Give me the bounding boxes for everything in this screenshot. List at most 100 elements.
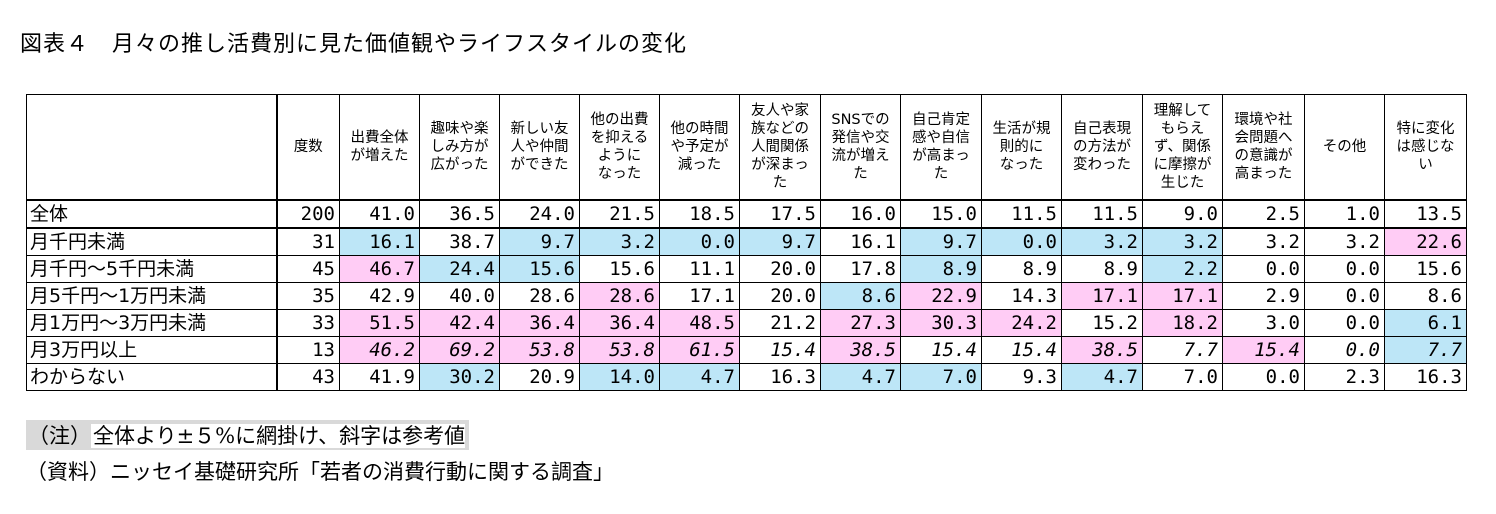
column-header: 環境や社 会問題へ の意識が 高まった (1222, 94, 1305, 201)
value-cell: 61.5 (659, 336, 740, 364)
column-header: 特に変化 は感じない (1384, 94, 1467, 201)
value-cell: 20.0 (739, 255, 821, 283)
value-cell: 3.2 (1142, 227, 1223, 256)
table-row: 月3万円以上 13 46.2 69.2 53.8 53.8 61.5 15.4 38.5 15.4… (26, 336, 1467, 364)
value-cell: 8.9 (1061, 255, 1143, 283)
value-cell: 40.0 (419, 282, 500, 310)
row-label: 月千円未満 (26, 227, 278, 256)
value-cell: 27.3 (820, 309, 901, 337)
value-cell: 11.1 (659, 255, 740, 283)
table-row: 月5千円～1万円未満 35 42.9 40.0 28.6 28.6 17.1 20.0 8.6 2… (26, 282, 1467, 310)
value-cell: 3.0 (1222, 309, 1305, 337)
value-cell: 21.2 (739, 309, 821, 337)
row-label: わからない (26, 363, 278, 391)
value-cell: 41.9 (339, 363, 420, 391)
value-cell: 8.9 (900, 255, 982, 283)
value-cell: 7.7 (1142, 336, 1223, 364)
value-cell: 38.5 (820, 336, 901, 364)
value-cell: 9.7 (900, 227, 982, 256)
count-cell: 43 (276, 363, 340, 391)
value-cell: 0.0 (981, 227, 1062, 256)
value-cell: 53.8 (499, 336, 580, 364)
value-cell: 46.7 (339, 255, 420, 283)
value-cell: 8.6 (1384, 282, 1467, 310)
column-header: 度数 (276, 94, 340, 201)
value-cell: 14.0 (579, 363, 660, 391)
value-cell: 17.1 (1142, 282, 1223, 310)
table-row: 全体 200 41.0 36.5 24.0 21.5 18.5 17.5 16.0 15.0 11.… (26, 199, 1467, 229)
value-cell: 15.6 (579, 255, 660, 283)
value-cell: 4.7 (659, 363, 740, 391)
count-cell: 33 (276, 309, 340, 337)
value-cell: 18.5 (659, 199, 740, 229)
value-cell: 1.0 (1304, 199, 1385, 229)
value-cell: 6.1 (1384, 309, 1467, 337)
value-cell: 16.1 (820, 227, 901, 256)
row-label: 全体 (26, 199, 278, 229)
value-cell: 8.9 (981, 255, 1062, 283)
row-label: 月1万円～3万円未満 (26, 309, 278, 337)
table-row: わからない 43 41.9 30.2 20.9 14.0 4.7 16.3 4.7 7.0 9.3 4… (26, 363, 1467, 391)
value-cell: 22.6 (1384, 227, 1467, 256)
value-cell: 2.3 (1304, 363, 1385, 391)
value-cell: 24.0 (499, 199, 580, 229)
value-cell: 0.0 (1304, 309, 1385, 337)
count-cell: 13 (276, 336, 340, 364)
value-cell: 48.5 (659, 309, 740, 337)
value-cell: 9.3 (981, 363, 1062, 391)
value-cell: 0.0 (1304, 336, 1385, 364)
value-cell: 30.3 (900, 309, 982, 337)
count-cell: 200 (276, 199, 340, 229)
value-cell: 36.4 (579, 309, 660, 337)
value-cell: 15.4 (1222, 336, 1305, 364)
value-cell: 15.4 (981, 336, 1062, 364)
value-cell: 20.9 (499, 363, 580, 391)
row-label: 月千円～5千円未満 (26, 255, 278, 283)
count-cell: 31 (276, 227, 340, 256)
value-cell: 36.4 (499, 309, 580, 337)
value-cell: 15.0 (900, 199, 982, 229)
value-cell: 42.4 (419, 309, 500, 337)
value-cell: 4.7 (1061, 363, 1143, 391)
value-cell: 0.0 (1304, 282, 1385, 310)
value-cell: 0.0 (1222, 363, 1305, 391)
value-cell: 42.9 (339, 282, 420, 310)
value-cell: 16.3 (739, 363, 821, 391)
column-header: 友人や家 族などの 人間関係 が深まった (739, 94, 821, 201)
value-cell: 28.6 (499, 282, 580, 310)
value-cell: 69.2 (419, 336, 500, 364)
value-cell: 4.7 (820, 363, 901, 391)
value-cell: 16.3 (1384, 363, 1467, 391)
column-header: 生活が規 則的に なった (981, 94, 1062, 201)
value-cell: 24.4 (419, 255, 500, 283)
column-header: 出費全体 が増えた (339, 94, 420, 201)
column-header: 他の時間 や予定が 減った (659, 94, 740, 201)
value-cell: 11.5 (1061, 199, 1143, 229)
value-cell: 15.2 (1061, 309, 1143, 337)
value-cell: 0.0 (1304, 255, 1385, 283)
data-table: 度数 出費全体 が増えた 趣味や楽 しみ方が 広がった 新しい友 人や仲間 ができた 他の出費 を抑… (26, 94, 1467, 391)
value-cell: 0.0 (1222, 255, 1305, 283)
value-cell: 18.2 (1142, 309, 1223, 337)
header-blank-cell (26, 94, 278, 201)
column-header: 自己表現 の方法が 変わった (1061, 94, 1143, 201)
row-label: 月5千円～1万円未満 (26, 282, 278, 310)
value-cell: 15.4 (900, 336, 982, 364)
count-cell: 35 (276, 282, 340, 310)
value-cell: 38.5 (1061, 336, 1143, 364)
value-cell: 17.8 (820, 255, 901, 283)
value-cell: 38.7 (419, 227, 500, 256)
column-header: SNSでの 発信や交 流が増えた (820, 94, 901, 201)
value-cell: 11.5 (981, 199, 1062, 229)
column-header: その他 (1304, 94, 1385, 201)
value-cell: 15.4 (739, 336, 821, 364)
value-cell: 8.6 (820, 282, 901, 310)
table-row: 月千円～5千円未満 45 46.7 24.4 15.6 15.6 11.1 20.0 17.8 8… (26, 255, 1467, 283)
value-cell: 15.6 (499, 255, 580, 283)
column-header: 自己肯定 感や自信 が高まった (900, 94, 982, 201)
note-text: 全体より±５%に網掛け、斜字は参考値 (91, 424, 466, 448)
value-cell: 9.7 (739, 227, 821, 256)
value-cell: 2.9 (1222, 282, 1305, 310)
note: （注）全体より±５%に網掛け、斜字は参考値 (26, 420, 470, 450)
source-note: （資料）ニッセイ基礎研究所「若者の消費行動に関する調査」 (26, 460, 614, 484)
